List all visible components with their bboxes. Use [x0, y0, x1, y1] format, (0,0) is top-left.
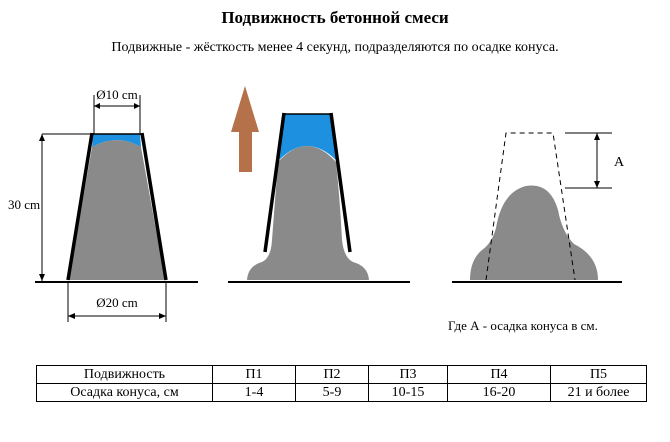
slump-value-cell: 16-20: [447, 383, 551, 402]
original-cone-outline: [485, 132, 576, 281]
slump-value-cell: 21 и более: [550, 383, 647, 402]
filled-cone-figure: Ø10 cm 30 cm Ø20 cm: [8, 87, 168, 322]
cone-water: [92, 134, 141, 147]
table-row: Подвижность П1 П2 П3 П4 П5: [36, 365, 647, 384]
slump-value-cell: 1-4: [212, 383, 296, 402]
slump-label: A: [614, 155, 625, 170]
slump-classes-table-wrap: Подвижность П1 П2 П3 П4 П5 Осадка конуса…: [36, 365, 647, 402]
lift-arrow-icon: [231, 86, 259, 172]
class-cell: П2: [295, 365, 369, 384]
cone-concrete: [69, 140, 165, 280]
lifting-cone-concrete: [247, 146, 369, 280]
slump-classes-table: Подвижность П1 П2 П3 П4 П5 Осадка конуса…: [36, 365, 647, 402]
table-row: Осадка конуса, см 1-4 5-9 10-15 16-20 21…: [36, 383, 647, 402]
slump-caption: Где А - осадка конуса в см.: [448, 318, 598, 333]
class-cell: П3: [368, 365, 448, 384]
page-subtitle: Подвижные - жёсткость менее 4 секунд, по…: [111, 40, 559, 55]
class-cell: П4: [447, 365, 551, 384]
top-diameter-label: Ø10 cm: [96, 87, 138, 102]
slumped-cone-figure: A: [470, 132, 625, 281]
slump-value-cell: 5-9: [295, 383, 369, 402]
slump-value-cell: 10-15: [368, 383, 448, 402]
page-title: Подвижность бетонной смеси: [221, 8, 449, 27]
table-row-label: Подвижность: [36, 365, 213, 384]
table-row-label: Осадка конуса, см: [36, 383, 213, 402]
lifting-cone-figure: [247, 112, 369, 280]
lifting-cone-water: [279, 114, 336, 160]
slumped-concrete: [470, 185, 598, 280]
bottom-diameter-label: Ø20 cm: [96, 295, 138, 310]
class-cell: П1: [212, 365, 296, 384]
class-cell: П5: [550, 365, 647, 384]
height-label: 30 cm: [8, 197, 40, 212]
